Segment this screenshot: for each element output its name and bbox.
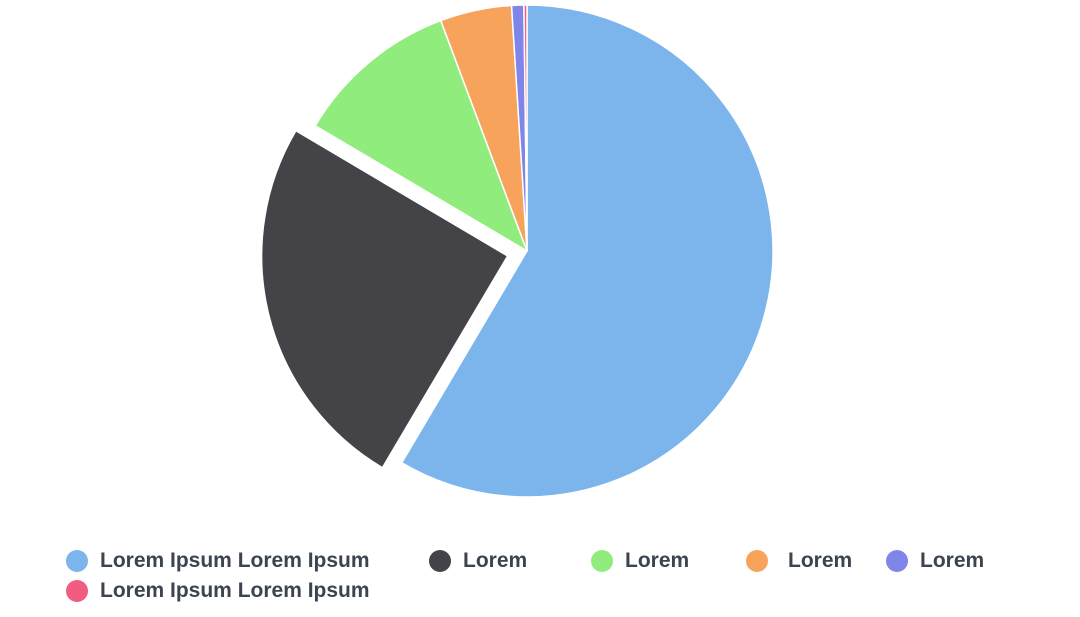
pie-slice-5[interactable] bbox=[523, 4, 528, 252]
legend-label-5: Lorem Ipsum Lorem Ipsum bbox=[100, 579, 370, 602]
legend-label-1: Lorem bbox=[463, 549, 528, 572]
legend-label-2: Lorem bbox=[625, 549, 690, 572]
legend-item-5[interactable]: Lorem Ipsum Lorem Ipsum bbox=[66, 576, 370, 606]
legend-label-0: Lorem Ipsum Lorem Ipsum bbox=[100, 549, 370, 572]
legend-marker-5 bbox=[66, 580, 88, 602]
pie-slice-0[interactable] bbox=[401, 4, 774, 498]
legend-label-3: Lorem bbox=[788, 549, 853, 572]
legend-item-2[interactable]: Lorem bbox=[591, 546, 689, 576]
legend-item-3[interactable]: Lorem bbox=[746, 546, 852, 576]
legend-item-4[interactable]: Lorem bbox=[886, 546, 984, 576]
legend-marker-2 bbox=[591, 550, 613, 572]
legend-item-1[interactable]: Lorem bbox=[429, 546, 527, 576]
legend-marker-1 bbox=[429, 550, 451, 572]
legend-marker-0 bbox=[66, 550, 88, 572]
pie-slice-1[interactable] bbox=[260, 130, 509, 469]
pie-slice-2[interactable] bbox=[314, 19, 528, 252]
legend-item-0[interactable]: Lorem Ipsum Lorem Ipsum bbox=[66, 546, 370, 576]
legend-marker-4 bbox=[886, 550, 908, 572]
legend-marker-3 bbox=[746, 550, 768, 572]
legend-label-4: Lorem bbox=[920, 549, 985, 572]
